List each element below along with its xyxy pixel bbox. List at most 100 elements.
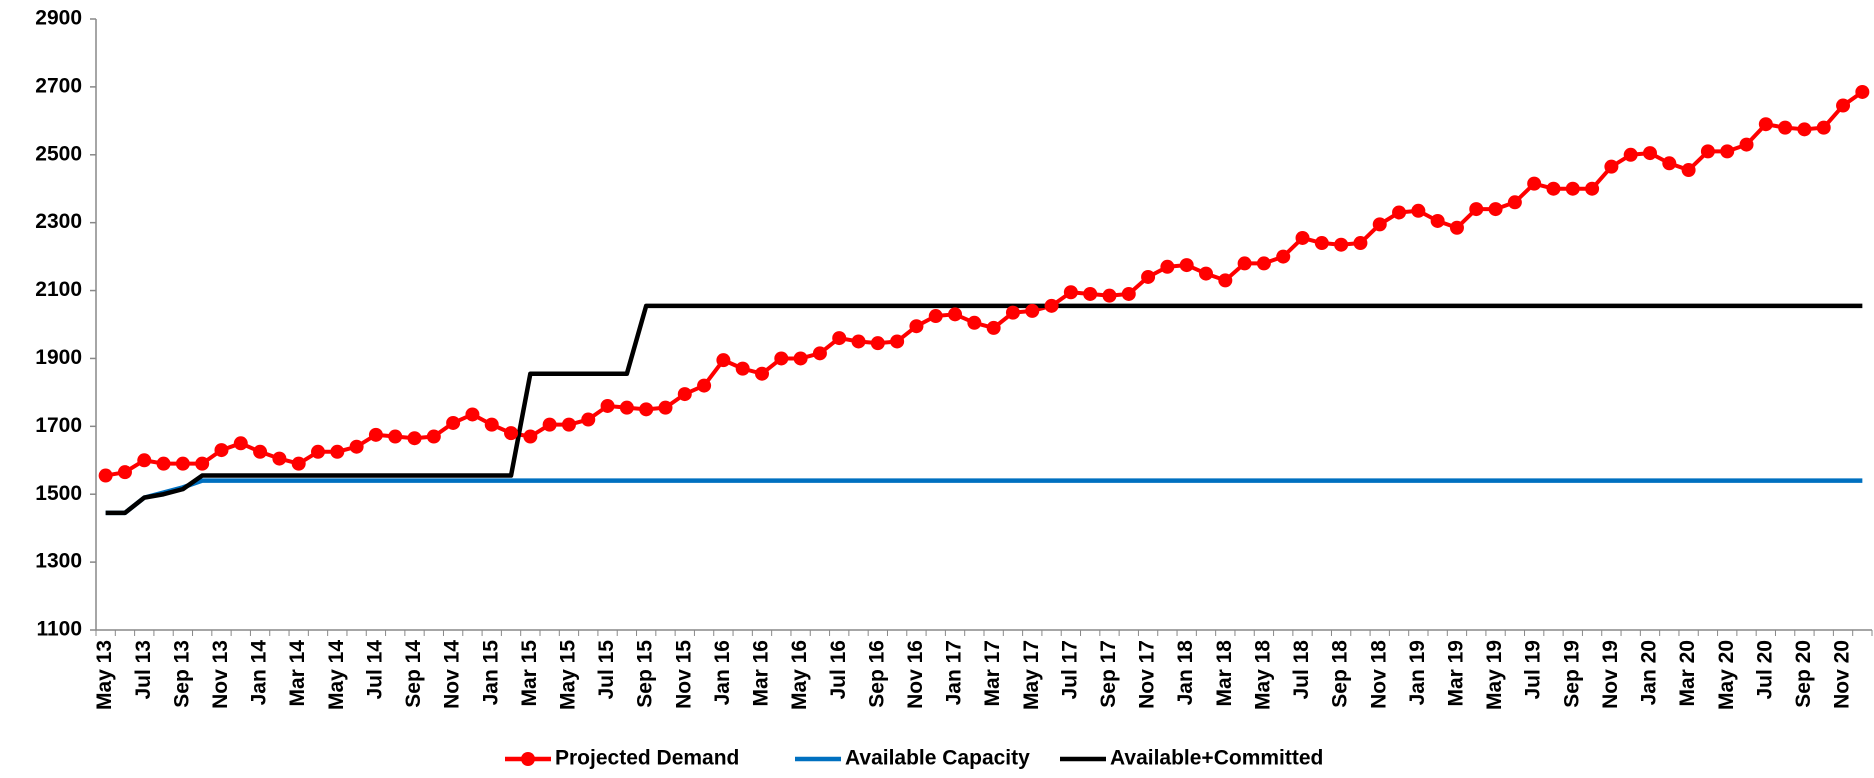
data-point [1623,147,1638,162]
data-point [330,444,345,459]
x-tick-label: Nov 14 [441,640,464,709]
data-point [716,353,731,368]
data-point [1199,266,1213,281]
x-tick-label: Sep 15 [634,640,657,708]
data-point [484,417,499,432]
y-tick-label: 1500 [35,482,82,505]
data-point [1507,195,1522,210]
data-point [1488,202,1503,217]
data-point [1836,98,1851,113]
data-point [272,451,287,466]
data-point [1353,236,1368,251]
data-point [755,366,769,381]
data-point [1314,236,1329,251]
data-point [581,412,596,427]
data-point [1063,285,1078,300]
data-point [735,361,750,376]
x-tick-label: Jul 18 [1290,640,1313,700]
data-point [214,443,229,458]
data-point [1855,84,1870,99]
data-point [1527,176,1542,191]
data-point [1546,181,1561,196]
x-tick-label: Nov 19 [1599,640,1622,709]
y-tick-label: 1700 [35,414,82,437]
data-point [1295,230,1310,245]
x-tick-label: May 15 [557,640,580,710]
data-point [1778,120,1793,135]
x-tick-label: Nov 16 [904,640,927,709]
data-point [1392,205,1407,220]
data-point [1585,181,1600,196]
x-tick-label: May 16 [788,640,811,710]
x-tick-label: Sep 17 [1097,640,1120,708]
data-point [407,431,422,446]
data-point [909,319,924,334]
data-point [542,417,557,432]
data-point [1141,269,1156,284]
x-tick-label: Mar 19 [1445,640,1468,707]
x-tick-label: May 14 [325,640,348,710]
x-tick-label: Mar 15 [518,640,541,707]
data-point [561,417,576,432]
x-tick-label: Jul 15 [595,640,618,700]
x-tick-label: Mar 20 [1676,640,1699,707]
data-point [1218,273,1233,288]
data-point [1720,144,1735,159]
legend-marker [521,752,535,766]
data-point [1565,181,1580,196]
data-point [1797,122,1812,137]
y-tick-label: 1300 [35,550,82,573]
x-tick-label: Jul 17 [1058,640,1081,700]
series-line [105,303,1863,516]
data-point [117,465,132,480]
data-point [349,439,364,454]
data-point [1121,286,1136,301]
data-point [928,309,943,324]
x-tick-label: Nov 15 [672,640,695,709]
legend-label: Projected Demand [555,747,739,770]
data-point [697,378,712,393]
x-tick-label: Nov 13 [209,640,232,709]
data-point [253,444,268,459]
data-point [851,334,866,349]
x-tick-label: Jan 17 [943,640,966,705]
data-point [1044,298,1059,313]
data-point [1662,156,1677,171]
y-tick-label: 2300 [35,210,82,233]
data-point [870,336,885,351]
data-point [1816,120,1831,135]
x-tick-label: Nov 17 [1136,640,1159,709]
data-point [1758,117,1773,132]
data-point [1160,259,1175,274]
data-point [1334,237,1349,252]
data-point [639,402,654,417]
x-tick-label: Jul 20 [1753,640,1776,700]
x-tick-label: Jan 14 [248,640,271,706]
data-point [677,387,692,402]
x-tick-label: May 19 [1483,640,1506,710]
y-tick-label: 2900 [35,7,82,30]
x-tick-label: Sep 20 [1792,640,1815,708]
x-tick-label: Jul 14 [363,640,386,700]
x-tick-label: Sep 14 [402,640,425,708]
x-tick-label: Jan 18 [1174,640,1197,706]
data-point [175,456,190,471]
x-tick-label: Jan 15 [479,640,502,706]
x-tick-label: May 18 [1251,640,1274,710]
x-tick-label: Jan 16 [711,640,734,705]
data-point [504,426,519,441]
data-point [600,398,615,413]
data-point [793,351,808,366]
data-point [986,320,1001,335]
x-tick-label: Jul 13 [132,640,155,700]
x-tick-label: Sep 13 [170,640,193,708]
data-point [1237,256,1252,271]
x-tick-label: Mar 17 [981,640,1004,707]
data-point [426,429,441,444]
y-tick-label: 2500 [35,142,82,165]
x-tick-label: Jan 20 [1638,640,1661,705]
data-point [156,456,171,471]
data-point [812,346,827,361]
data-point [233,436,248,451]
